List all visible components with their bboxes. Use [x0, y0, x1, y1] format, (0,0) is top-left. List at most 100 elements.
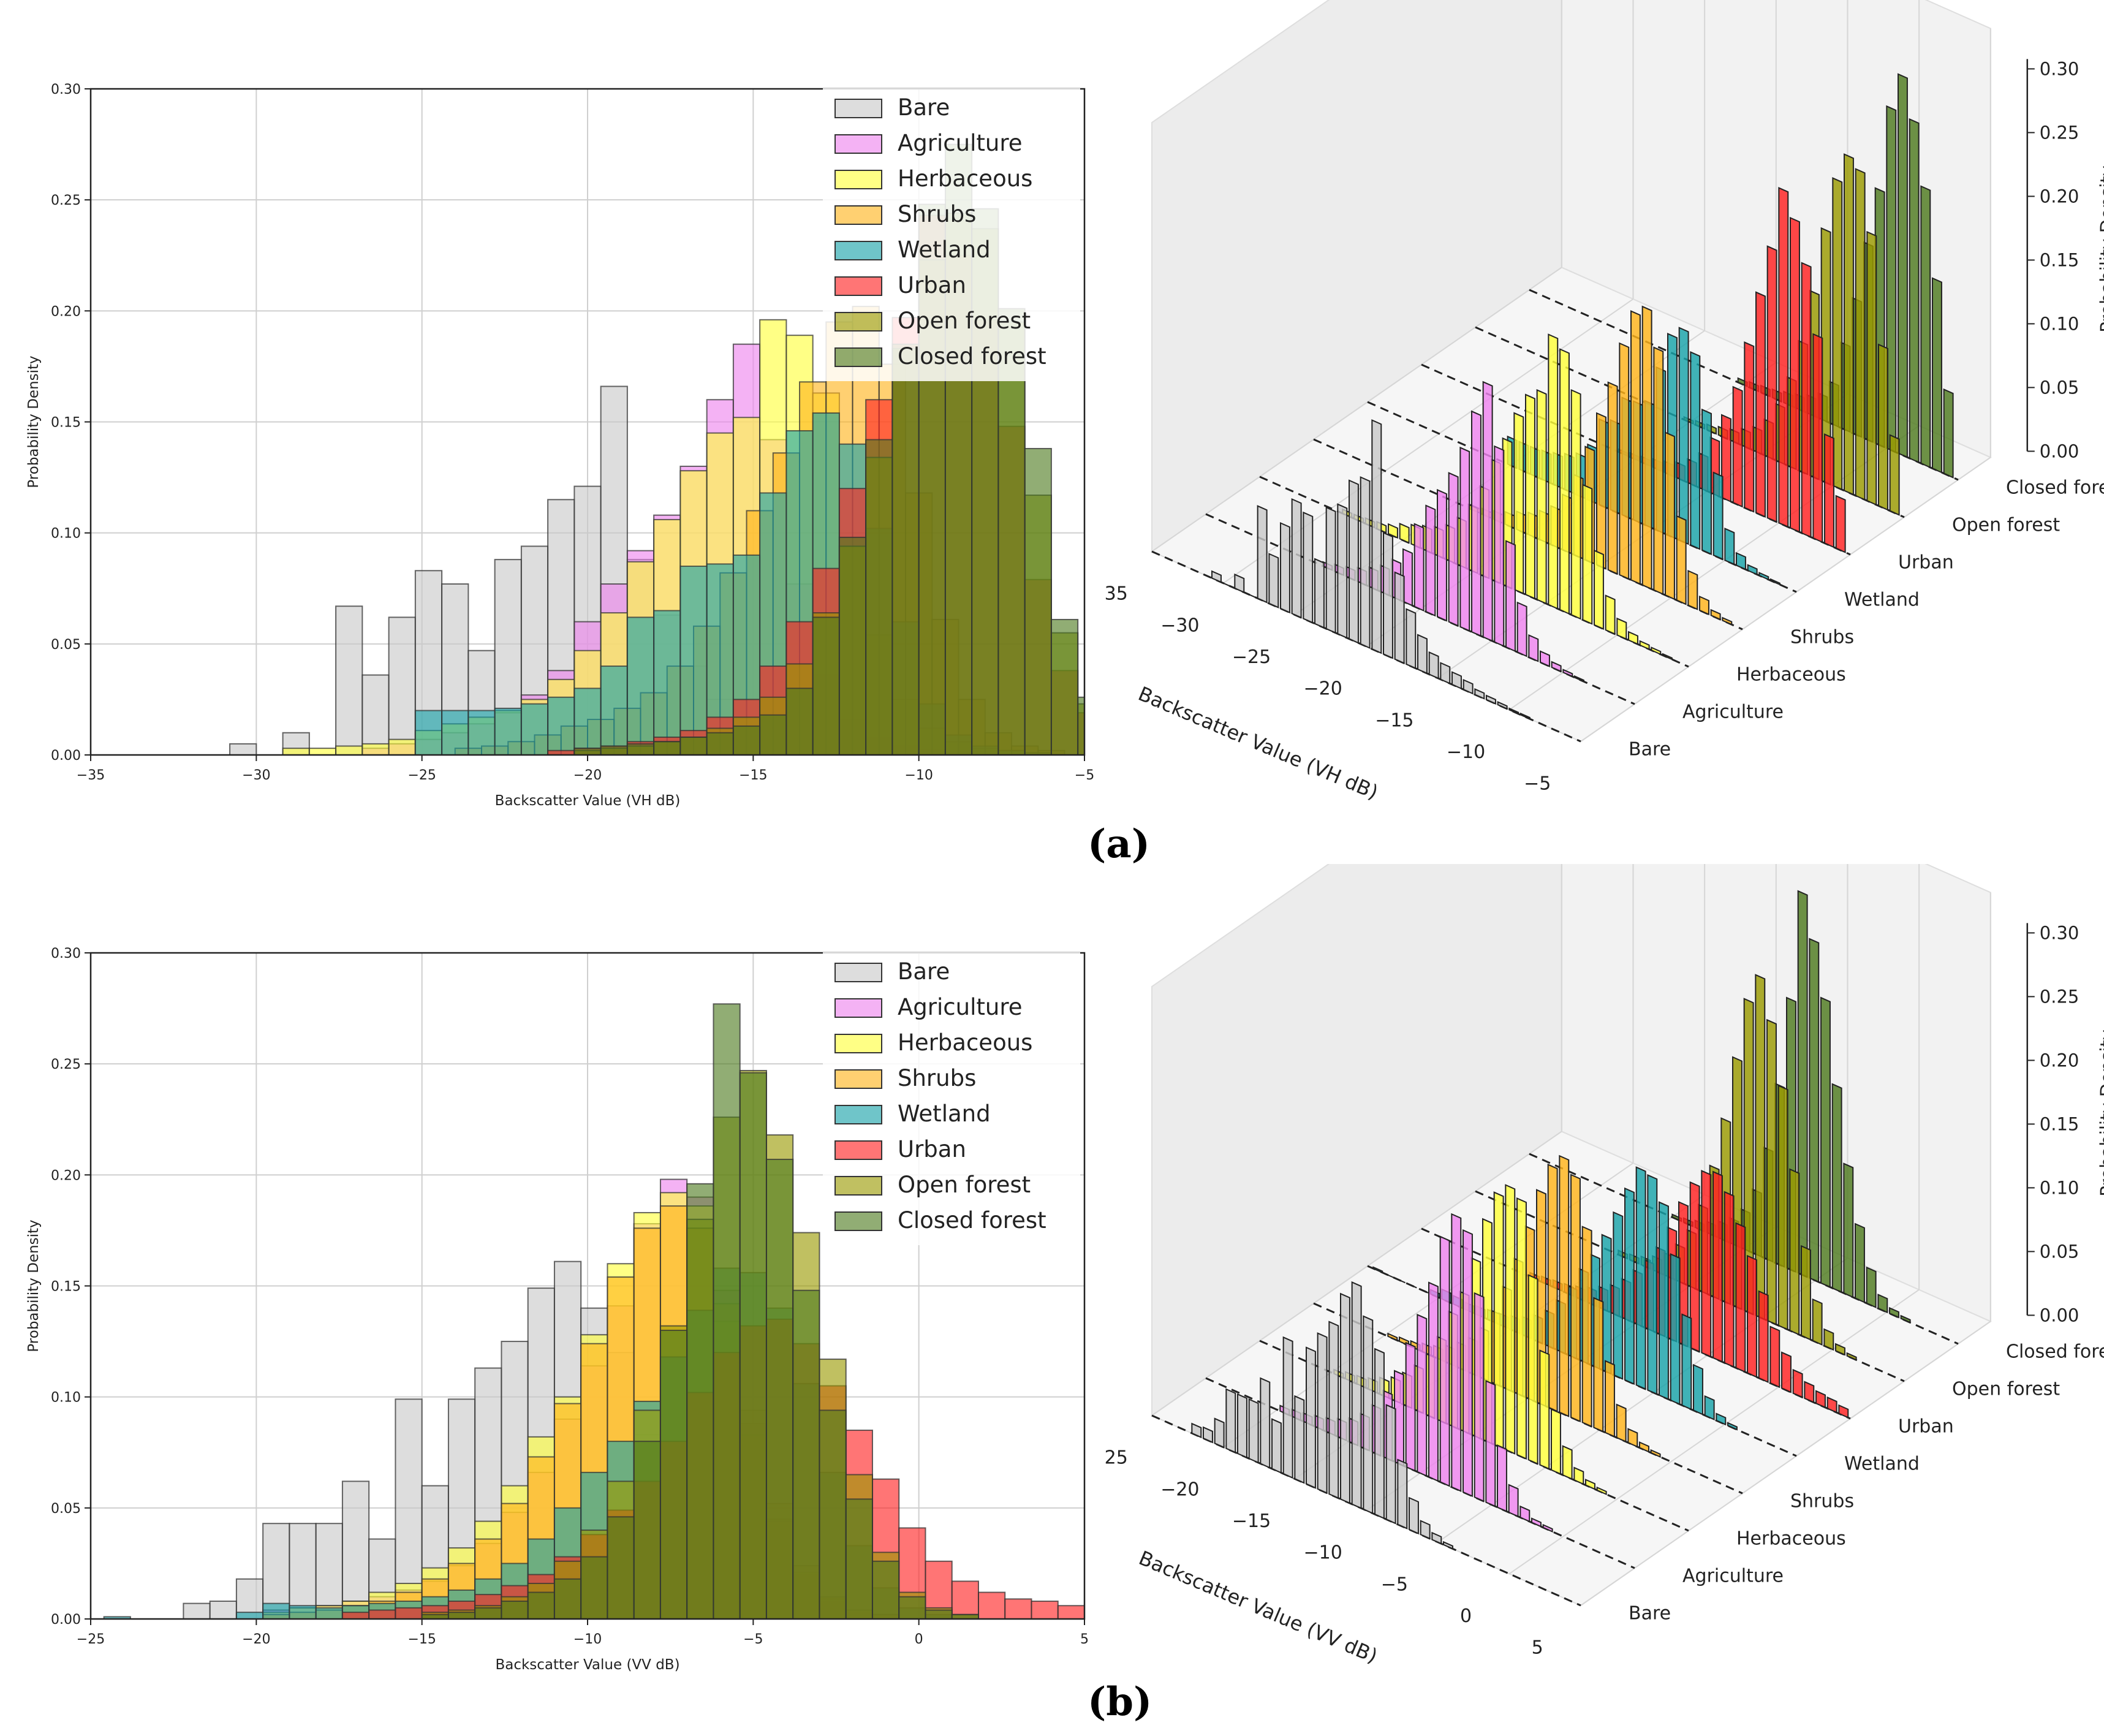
bar3d-agriculture — [1540, 650, 1550, 667]
bar3d-urban — [1778, 187, 1789, 528]
bar-closed-forest — [925, 1609, 953, 1620]
y-tick-label: 0.10 — [51, 526, 81, 542]
legend-label-wetland: Wetland — [898, 237, 991, 263]
histogram-vh: −35 −30 −25 −20 −15 −10 −5 0.00 0.05 0.10 0.15 0.20… — [26, 82, 1094, 809]
category-label-agriculture: Agriculture — [1682, 701, 1784, 722]
bar3d-open-forest — [1823, 1328, 1834, 1351]
bar-herbaceous — [335, 745, 363, 756]
legend-swatch-bare — [834, 963, 882, 982]
bar3d-herbaceous — [1513, 412, 1524, 595]
legend-label-urban: Urban — [898, 272, 966, 298]
bar-wetland — [467, 710, 496, 756]
bar3d-urban — [1732, 385, 1743, 508]
y-tick-label: 0.05 — [51, 1501, 81, 1517]
bar3d-shrubs — [1653, 346, 1664, 596]
category-label-bare: Bare — [1629, 738, 1671, 760]
legend: Bare Agriculture Herbaceous Shrubs Wetland Ur… — [823, 952, 1080, 1245]
bar3d-shrubs — [1650, 1449, 1661, 1458]
z-tick-label: 0.10 — [2040, 1177, 2079, 1198]
category-label-urban: Urban — [1898, 552, 1954, 573]
legend-label-herbaceous: Herbaceous — [898, 1029, 1032, 1056]
bar3d-closed-forest — [1809, 938, 1820, 1283]
bar3d-urban — [1781, 1351, 1792, 1393]
z-tick-label: 0.05 — [2040, 1241, 2079, 1262]
bar3d-open-forest — [1866, 230, 1877, 506]
bar3d-agriculture — [1413, 523, 1425, 612]
bar3d-bare — [1237, 1393, 1247, 1459]
bar-bare — [361, 674, 390, 756]
z-tick-label: 0.20 — [2040, 1050, 2079, 1071]
bar3d-agriculture — [1463, 1229, 1473, 1498]
x3d-tick-label: 0 — [1460, 1605, 1472, 1627]
y-tick-label: 0.00 — [51, 1612, 81, 1628]
bar-closed-forest — [553, 1578, 582, 1620]
bar3d-urban — [1735, 1222, 1746, 1373]
x-tick-label: −15 — [407, 1632, 436, 1647]
bar3d-shrubs — [1627, 1428, 1638, 1448]
bar3d-herbaceous — [1639, 640, 1650, 651]
bar3d-herbaceous — [1527, 1274, 1538, 1465]
bar3d-herbaceous — [1582, 483, 1593, 625]
bar3d-bare — [1291, 498, 1302, 619]
bar3d-wetland — [1690, 351, 1701, 550]
bar-closed-forest — [607, 1516, 635, 1620]
bar3d-wetland — [1384, 1273, 1394, 1278]
bar3d-closed-forest — [1943, 388, 1954, 479]
bar3d-bare — [1349, 479, 1359, 644]
bar3d-bare — [1417, 634, 1428, 675]
bar3d-bare — [1451, 671, 1462, 690]
bar-herbaceous — [282, 748, 310, 756]
bar-wetland — [547, 696, 575, 756]
bar3d-urban — [1815, 1390, 1826, 1409]
legend-swatch-closed-forest — [834, 347, 882, 367]
bar3d-bare — [1203, 1426, 1213, 1444]
bar3d-agriculture — [1508, 1484, 1519, 1518]
x3d-tick-label: −5 — [1524, 773, 1551, 795]
bar3d-herbaceous — [1594, 549, 1604, 630]
bar3d-urban — [1801, 262, 1812, 539]
x3d-tick-label: −15 — [1232, 1510, 1271, 1532]
bar-herbaceous — [388, 738, 416, 756]
bar3d-wetland — [1659, 1201, 1669, 1400]
bar3d-bare — [1328, 1321, 1339, 1499]
bar-wetland — [494, 707, 522, 756]
bar3d-urban — [1744, 341, 1755, 513]
category-label-shrubs: Shrubs — [1790, 626, 1854, 648]
z-tick-label: 0.15 — [2040, 249, 2079, 270]
bar3d-bare — [1271, 1418, 1282, 1474]
bar3d-shrubs — [1710, 608, 1721, 621]
bar3d-agriculture — [1459, 446, 1470, 632]
legend-label-wetland: Wetland — [898, 1101, 991, 1127]
x-tick-label: −15 — [739, 768, 767, 783]
category-label-herbaceous: Herbaceous — [1736, 1528, 1846, 1549]
bar3d-bare — [1397, 1458, 1408, 1529]
bar-bare — [209, 1601, 237, 1620]
x-tick-label: −35 — [77, 768, 105, 783]
bar-closed-forest — [898, 1596, 926, 1620]
bar3d-closed-forest — [1855, 1222, 1865, 1303]
bar3d-bare — [1337, 503, 1348, 639]
y-axis-label: Probability Density — [26, 355, 42, 488]
legend-label-agriculture: Agriculture — [898, 130, 1022, 156]
baseline-shrubs — [1313, 1302, 1743, 1495]
bar3d-closed-forest — [1932, 277, 1942, 474]
bar3d-agriculture — [1542, 1523, 1553, 1533]
legend-swatch-herbaceous — [834, 1034, 882, 1053]
x-tick-label: −10 — [904, 768, 933, 783]
bar3d-bare — [1486, 694, 1496, 705]
bar-closed-forest — [1050, 618, 1079, 756]
bar-bare — [289, 1523, 317, 1620]
grid-3d-floor — [1580, 1321, 1991, 1606]
x3d-tick-label: 5 — [1532, 1637, 1543, 1659]
bar-urban — [1057, 1605, 1086, 1620]
grid-3d-floor — [1151, 267, 1562, 552]
bar3d-open-forest — [1777, 1085, 1788, 1331]
bars3d-bare — [1211, 419, 1531, 720]
bar3d-shrubs — [1581, 1226, 1592, 1428]
baseline-herbaceous — [1259, 476, 1689, 668]
bar3d-urban — [1766, 245, 1777, 523]
bar3d-herbaceous — [1573, 1466, 1584, 1485]
category-label-open-forest: Open forest — [1952, 1378, 2060, 1400]
bar3d-herbaceous — [1562, 1445, 1573, 1480]
bar3d-bare — [1420, 1520, 1431, 1540]
